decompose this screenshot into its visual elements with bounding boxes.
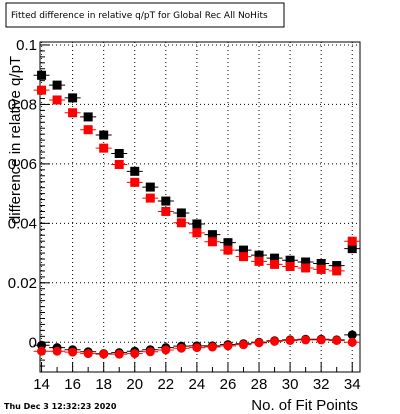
data-point <box>52 80 62 90</box>
x-tick-label: 18 <box>95 376 112 393</box>
data-point <box>316 258 326 268</box>
y-tick-labels: 0 0.02 0.04 0.06 0.08 0.1 <box>8 37 37 351</box>
data-point <box>83 349 93 359</box>
data-point <box>270 253 280 263</box>
data-point <box>254 256 264 266</box>
data-point <box>332 335 342 345</box>
data-point <box>285 335 295 345</box>
data-point <box>52 95 62 105</box>
y-axis-label: difference in relative q/pT <box>7 56 24 224</box>
chart-title: Fitted difference in relative q/pT for G… <box>11 11 268 21</box>
data-point <box>114 148 124 158</box>
data-point <box>285 261 295 271</box>
data-point <box>130 177 140 187</box>
data-point <box>145 193 155 203</box>
data-point <box>238 252 248 262</box>
x-axis-label: No. of Fit Points <box>251 397 358 414</box>
data-point <box>254 338 264 348</box>
data-point <box>176 343 186 353</box>
y-tick-label: 0.06 <box>8 156 37 173</box>
x-tick-label: 26 <box>220 376 237 393</box>
data-point <box>301 335 311 345</box>
data-point <box>161 345 171 355</box>
y-tick-label: 0.04 <box>8 215 37 232</box>
data-point <box>254 250 264 260</box>
data-point <box>223 341 233 351</box>
data-point <box>68 93 78 103</box>
data-point <box>37 70 47 80</box>
data-point <box>285 255 295 265</box>
data-point <box>332 266 342 276</box>
x-tick-label: 24 <box>189 376 206 393</box>
data-point <box>192 219 202 229</box>
data-point <box>176 208 186 218</box>
data-point <box>37 346 47 356</box>
x-tick-label: 28 <box>251 376 268 393</box>
data-point <box>238 245 248 255</box>
title-box <box>5 2 285 28</box>
data-point <box>68 108 78 118</box>
data-point <box>83 125 93 135</box>
x-tick-label: 20 <box>126 376 143 393</box>
data-point <box>238 340 248 350</box>
data-point <box>114 159 124 169</box>
data-point <box>347 244 357 254</box>
data-point <box>99 349 109 359</box>
x-tick-label: 14 <box>33 376 50 393</box>
data-point <box>99 143 109 153</box>
data-point <box>130 166 140 176</box>
y-tick-label: 0.02 <box>8 275 37 292</box>
data-point <box>347 330 357 340</box>
data-point <box>52 346 62 356</box>
y-tick-label: 0.1 <box>16 37 37 54</box>
y-tick-label: 0.08 <box>8 96 37 113</box>
data-point <box>207 237 217 247</box>
data-point <box>145 182 155 192</box>
data-point <box>192 228 202 238</box>
data-point <box>301 263 311 273</box>
data-point <box>270 259 280 269</box>
data-point <box>301 257 311 267</box>
data-point <box>176 218 186 228</box>
x-tick-label: 16 <box>64 376 81 393</box>
x-tick-label: 34 <box>344 376 361 393</box>
data-point <box>270 336 280 346</box>
data-point <box>192 343 202 353</box>
x-tick-label: 32 <box>313 376 330 393</box>
data-point <box>161 196 171 206</box>
data-point <box>223 238 233 248</box>
data-point <box>316 335 326 345</box>
data-point <box>161 206 171 216</box>
x-tick-label: 30 <box>282 376 299 393</box>
timestamp: Thu Dec 3 12:32:23 2020 <box>4 402 117 411</box>
data-point <box>114 349 124 359</box>
data-point <box>68 347 78 357</box>
x-tick-labels: 14 16 18 20 22 24 26 28 30 32 34 <box>33 376 360 393</box>
data-point <box>145 347 155 357</box>
data-point <box>332 261 342 271</box>
data-markers <box>33 70 361 359</box>
data-point <box>207 230 217 240</box>
data-point <box>347 236 357 246</box>
data-point <box>130 349 140 359</box>
data-point <box>37 85 47 95</box>
data-point <box>99 130 109 140</box>
plot-frame <box>39 41 361 373</box>
data-point <box>207 342 217 352</box>
data-point <box>223 245 233 255</box>
x-tick-label: 22 <box>157 376 174 393</box>
y-tick-label: 0 <box>29 334 37 351</box>
data-point <box>316 264 326 274</box>
data-point <box>83 112 93 122</box>
data-point <box>347 337 357 347</box>
